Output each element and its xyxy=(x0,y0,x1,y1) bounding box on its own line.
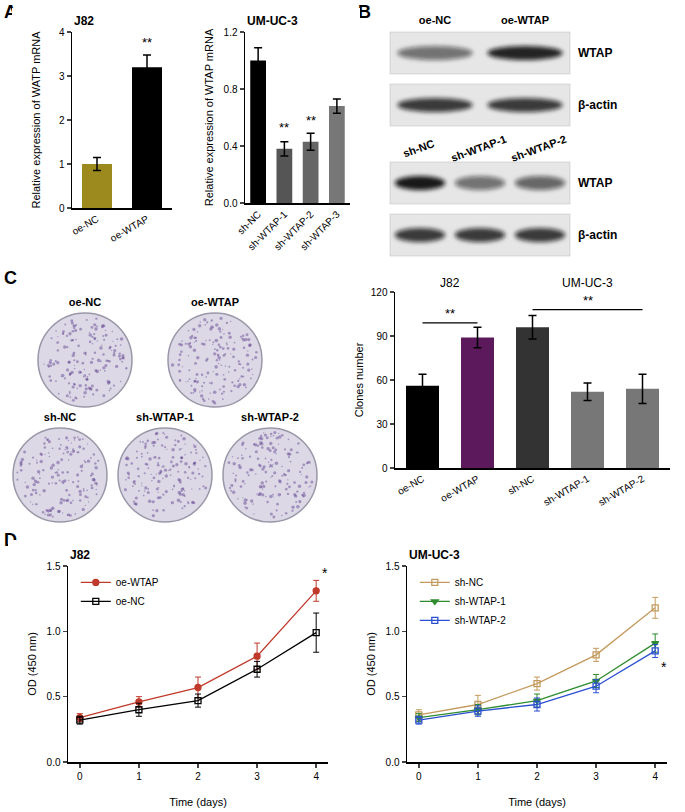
svg-text:sh-NC: sh-NC xyxy=(235,209,263,237)
svg-text:0.0: 0.0 xyxy=(386,757,400,768)
svg-text:*: * xyxy=(322,565,328,581)
svg-text:3: 3 xyxy=(593,771,599,782)
svg-text:**: ** xyxy=(445,306,455,321)
svg-text:1.0: 1.0 xyxy=(386,626,400,637)
svg-text:UM-UC-3: UM-UC-3 xyxy=(562,276,613,290)
html-text:D: D xyxy=(4,530,17,550)
svg-text:sh-WTAP-1: sh-WTAP-1 xyxy=(449,133,507,164)
svg-text:120: 120 xyxy=(371,287,388,298)
html-text:A: A xyxy=(4,2,17,22)
svg-text:sh-NC: sh-NC xyxy=(401,137,436,159)
svg-text:4: 4 xyxy=(59,27,65,38)
svg-text:0: 0 xyxy=(77,771,83,782)
svg-text:sh-WTAP-1: sh-WTAP-1 xyxy=(455,596,506,607)
svg-text:2: 2 xyxy=(195,771,201,782)
svg-text:1.5: 1.5 xyxy=(386,561,400,572)
svg-text:**: ** xyxy=(583,293,593,308)
svg-text:sh-WTAP-1: sh-WTAP-1 xyxy=(246,208,290,252)
svg-text:sh-NC: sh-NC xyxy=(44,411,76,423)
svg-text:0: 0 xyxy=(59,203,65,214)
svg-text:J82: J82 xyxy=(70,548,90,562)
svg-text:60: 60 xyxy=(376,375,388,386)
svg-text:0: 0 xyxy=(416,771,422,782)
svg-text:sh-WTAP-2: sh-WTAP-2 xyxy=(455,615,506,626)
svg-text:**: ** xyxy=(142,35,152,50)
svg-text:sh-WTAP-2: sh-WTAP-2 xyxy=(241,411,299,423)
svg-text:3: 3 xyxy=(59,71,65,82)
svg-text:Clones number: Clones number xyxy=(353,342,365,417)
html-text:C: C xyxy=(4,268,17,288)
svg-text:4: 4 xyxy=(652,771,658,782)
svg-text:sh-WTAP-2: sh-WTAP-2 xyxy=(272,208,316,252)
svg-text:Relative expression of WTAP mR: Relative expression of WTAP mRNA xyxy=(203,28,215,206)
svg-text:1: 1 xyxy=(59,159,65,170)
svg-text:β-actin: β-actin xyxy=(578,228,617,242)
svg-text:2: 2 xyxy=(534,771,540,782)
svg-text:WTAP: WTAP xyxy=(578,176,612,190)
svg-text:1.5: 1.5 xyxy=(47,561,61,572)
svg-text:1.2: 1.2 xyxy=(224,27,238,38)
svg-text:UM-UC-3: UM-UC-3 xyxy=(409,548,460,562)
svg-text:oe-WTAP: oe-WTAP xyxy=(191,296,239,308)
svg-text:sh-WTAP-2: sh-WTAP-2 xyxy=(596,473,646,508)
svg-text:1: 1 xyxy=(475,771,481,782)
svg-text:oe-NC: oe-NC xyxy=(419,14,451,26)
svg-text:1: 1 xyxy=(136,771,142,782)
svg-text:1.0: 1.0 xyxy=(47,626,61,637)
svg-text:sh-WTAP-3: sh-WTAP-3 xyxy=(298,208,342,252)
svg-text:90: 90 xyxy=(376,331,388,342)
svg-text:0.5: 0.5 xyxy=(47,691,61,702)
svg-text:30: 30 xyxy=(376,419,388,430)
svg-text:Relative expression of WATP mR: Relative expression of WATP mRNA xyxy=(30,31,42,209)
svg-text:0: 0 xyxy=(382,463,388,474)
svg-text:OD (450 nm): OD (450 nm) xyxy=(26,632,38,696)
svg-text:4: 4 xyxy=(313,771,319,782)
svg-text:**: ** xyxy=(279,120,289,135)
svg-text:Time (days): Time (days) xyxy=(508,796,566,808)
svg-text:J82: J82 xyxy=(440,276,460,290)
svg-text:0.8: 0.8 xyxy=(224,84,238,95)
svg-text:UM-UC-3: UM-UC-3 xyxy=(247,14,298,28)
svg-text:sh-WTAP-2: sh-WTAP-2 xyxy=(509,133,567,164)
svg-text:3: 3 xyxy=(254,771,260,782)
svg-text:**: ** xyxy=(306,113,316,128)
svg-text:0.0: 0.0 xyxy=(224,198,238,209)
svg-text:2: 2 xyxy=(59,115,65,126)
svg-text:0.4: 0.4 xyxy=(224,141,238,152)
svg-text:oe-NC: oe-NC xyxy=(395,473,426,497)
svg-text:WTAP: WTAP xyxy=(578,46,612,60)
svg-text:0.0: 0.0 xyxy=(47,757,61,768)
svg-text:OD (450 nm): OD (450 nm) xyxy=(365,632,377,696)
svg-text:oe-NC: oe-NC xyxy=(70,213,101,237)
svg-text:sh-WTAP-1: sh-WTAP-1 xyxy=(136,411,194,423)
svg-text:J82: J82 xyxy=(74,14,94,28)
svg-text:sh-NC: sh-NC xyxy=(455,577,483,588)
svg-text:sh-NC: sh-NC xyxy=(506,473,536,497)
svg-text:0.5: 0.5 xyxy=(386,691,400,702)
svg-text:sh-WTAP-1: sh-WTAP-1 xyxy=(541,473,591,508)
svg-text:oe-WTAP: oe-WTAP xyxy=(108,213,151,244)
svg-text:oe-WTAP: oe-WTAP xyxy=(439,473,482,504)
svg-text:*: * xyxy=(661,659,667,675)
svg-text:oe-WTAP: oe-WTAP xyxy=(501,14,549,26)
svg-text:Time (days): Time (days) xyxy=(169,796,227,808)
svg-text:oe-NC: oe-NC xyxy=(116,596,145,607)
svg-text:oe-WTAP: oe-WTAP xyxy=(116,577,159,588)
html-text:B: B xyxy=(358,2,371,22)
svg-text:oe-NC: oe-NC xyxy=(69,296,101,308)
svg-text:β-actin: β-actin xyxy=(578,98,617,112)
